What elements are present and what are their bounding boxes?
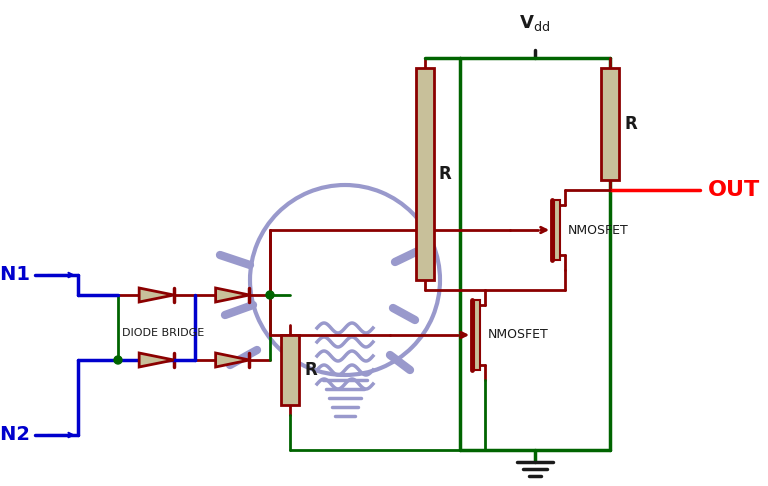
Polygon shape bbox=[139, 353, 174, 367]
Text: R: R bbox=[624, 115, 637, 133]
Circle shape bbox=[114, 356, 122, 364]
Polygon shape bbox=[216, 353, 250, 367]
Text: DIODE BRIDGE: DIODE BRIDGE bbox=[122, 328, 204, 337]
Bar bbox=[554, 200, 560, 260]
Text: V$_{\mathsf{dd}}$: V$_{\mathsf{dd}}$ bbox=[519, 13, 551, 33]
Bar bbox=[474, 300, 480, 370]
Circle shape bbox=[266, 291, 274, 299]
Bar bbox=[416, 68, 434, 280]
Bar bbox=[281, 335, 299, 405]
Bar bbox=[601, 68, 619, 180]
Polygon shape bbox=[216, 288, 250, 302]
Text: R: R bbox=[439, 165, 452, 183]
Text: IN2: IN2 bbox=[0, 426, 30, 445]
Polygon shape bbox=[139, 288, 174, 302]
Text: OUT: OUT bbox=[708, 180, 760, 200]
Text: IN1: IN1 bbox=[0, 265, 30, 284]
Text: NMOSFET: NMOSFET bbox=[488, 329, 549, 342]
Text: NMOSFET: NMOSFET bbox=[568, 224, 629, 237]
Text: R: R bbox=[304, 361, 316, 379]
